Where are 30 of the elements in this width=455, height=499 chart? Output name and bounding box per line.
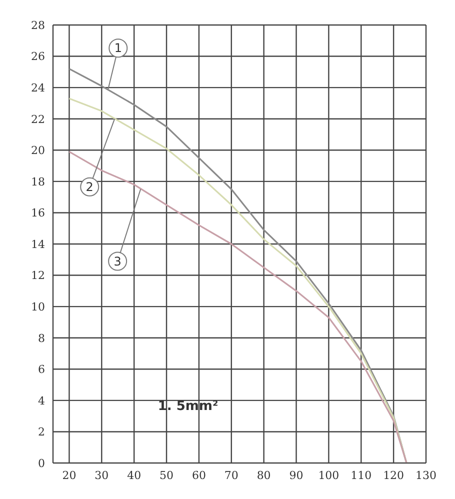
x-tick-label: 100 [318,468,340,482]
x-tick-label: 110 [350,468,372,482]
y-tick-label: 28 [31,18,45,32]
y-tick-label: 16 [31,206,45,220]
x-tick-label: 90 [289,468,304,482]
y-tick-label: 14 [31,238,45,251]
y-tick-label: 10 [31,300,45,314]
y-tick-label: 24 [31,81,45,94]
annotation: 2 [86,180,94,194]
x-tick-label: 40 [127,468,142,482]
x-tick-label: 70 [224,468,238,482]
y-tick-label: 8 [38,332,45,345]
y-tick-label: 12 [31,269,45,282]
x-tick-label: 50 [160,468,174,482]
y-tick-label: 0 [38,456,45,470]
y-tick-label: 20 [31,144,45,158]
annotation: 1 [114,41,122,56]
annotation: 3 [114,254,122,268]
y-tick-label: 4 [38,394,45,408]
x-tick-label: 130 [416,468,436,482]
y-tick-label: 22 [31,112,45,126]
y-tick-label: 18 [31,175,45,188]
x-tick-label: 20 [62,468,76,482]
x-tick-label: 60 [192,468,206,482]
x-tick-label: 80 [256,468,271,482]
x-tick-label: 120 [383,468,404,482]
y-tick-label: 6 [38,363,45,376]
x-tick-label: 30 [94,468,109,482]
y-tick-label: 26 [31,50,45,64]
y-tick-label: 2 [38,426,45,439]
